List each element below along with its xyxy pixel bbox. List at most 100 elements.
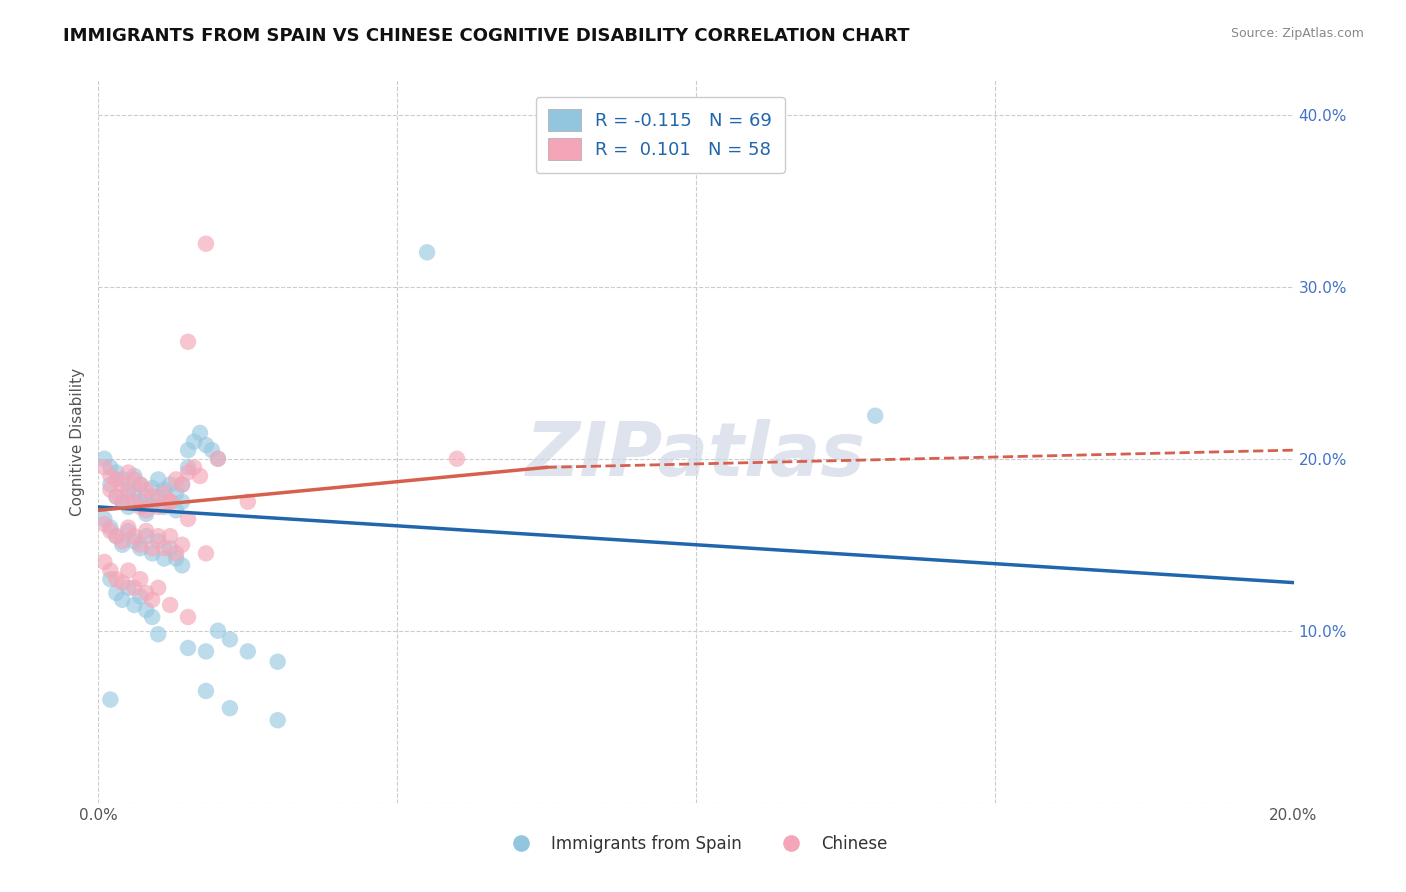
- Point: [124, 469, 146, 483]
- Point: [148, 500, 170, 514]
- Point: [207, 451, 229, 466]
- Point: [124, 486, 146, 500]
- Point: [177, 466, 200, 480]
- Point: [177, 443, 200, 458]
- Point: [195, 644, 218, 658]
- Point: [135, 524, 157, 538]
- Point: [129, 500, 152, 514]
- Point: [98, 692, 122, 706]
- Point: [195, 438, 218, 452]
- Point: [129, 494, 152, 508]
- Point: [111, 575, 134, 590]
- Point: [105, 490, 128, 504]
- Point: [129, 590, 152, 604]
- Point: [111, 592, 134, 607]
- Point: [135, 507, 157, 521]
- Point: [159, 529, 181, 543]
- Point: [105, 586, 128, 600]
- Point: [148, 581, 170, 595]
- Point: [153, 486, 176, 500]
- Point: [141, 541, 163, 556]
- Point: [195, 684, 218, 698]
- Point: [111, 472, 134, 486]
- Point: [98, 572, 122, 586]
- Point: [148, 490, 170, 504]
- Point: [188, 425, 211, 440]
- Point: [135, 529, 157, 543]
- Point: [267, 713, 290, 727]
- Point: [93, 555, 115, 569]
- Point: [105, 529, 128, 543]
- Point: [105, 572, 128, 586]
- Point: [183, 434, 205, 449]
- Point: [98, 524, 122, 538]
- Point: [117, 486, 139, 500]
- Point: [416, 245, 439, 260]
- Point: [98, 520, 122, 534]
- Point: [236, 644, 259, 658]
- Point: [117, 581, 139, 595]
- Point: [159, 477, 181, 491]
- Point: [124, 598, 146, 612]
- Point: [165, 546, 187, 560]
- Point: [129, 541, 152, 556]
- Point: [865, 409, 887, 423]
- Point: [153, 541, 176, 556]
- Y-axis label: Cognitive Disability: Cognitive Disability: [70, 368, 86, 516]
- Point: [159, 494, 181, 508]
- Point: [124, 529, 146, 543]
- Point: [195, 236, 218, 251]
- Point: [105, 529, 128, 543]
- Point: [172, 477, 194, 491]
- Point: [135, 483, 157, 497]
- Point: [117, 466, 139, 480]
- Point: [172, 538, 194, 552]
- Point: [117, 564, 139, 578]
- Point: [159, 494, 181, 508]
- Point: [111, 534, 134, 549]
- Point: [124, 494, 146, 508]
- Point: [188, 469, 211, 483]
- Point: [111, 494, 134, 508]
- Point: [153, 500, 176, 514]
- Point: [129, 477, 152, 491]
- Point: [141, 610, 163, 624]
- Point: [98, 477, 122, 491]
- Point: [111, 538, 134, 552]
- Point: [105, 490, 128, 504]
- Point: [135, 586, 157, 600]
- Point: [135, 490, 157, 504]
- Point: [117, 500, 139, 514]
- Point: [148, 534, 170, 549]
- Point: [135, 603, 157, 617]
- Point: [135, 503, 157, 517]
- Text: ZIPatlas: ZIPatlas: [526, 419, 866, 492]
- Point: [93, 517, 115, 532]
- Point: [129, 538, 152, 552]
- Point: [172, 477, 194, 491]
- Point: [236, 494, 259, 508]
- Point: [177, 334, 200, 349]
- Point: [141, 498, 163, 512]
- Point: [159, 598, 181, 612]
- Point: [117, 483, 139, 497]
- Text: Source: ZipAtlas.com: Source: ZipAtlas.com: [1230, 27, 1364, 40]
- Point: [165, 486, 187, 500]
- Point: [165, 503, 187, 517]
- Point: [129, 572, 152, 586]
- Point: [105, 466, 128, 480]
- Text: IMMIGRANTS FROM SPAIN VS CHINESE COGNITIVE DISABILITY CORRELATION CHART: IMMIGRANTS FROM SPAIN VS CHINESE COGNITI…: [63, 27, 910, 45]
- Point: [141, 546, 163, 560]
- Point: [117, 524, 139, 538]
- Point: [177, 512, 200, 526]
- Point: [219, 701, 242, 715]
- Point: [93, 451, 115, 466]
- Point: [172, 494, 194, 508]
- Point: [148, 627, 170, 641]
- Point: [98, 483, 122, 497]
- Point: [153, 483, 176, 497]
- Point: [153, 551, 176, 566]
- Point: [165, 551, 187, 566]
- Point: [105, 472, 128, 486]
- Point: [195, 546, 218, 560]
